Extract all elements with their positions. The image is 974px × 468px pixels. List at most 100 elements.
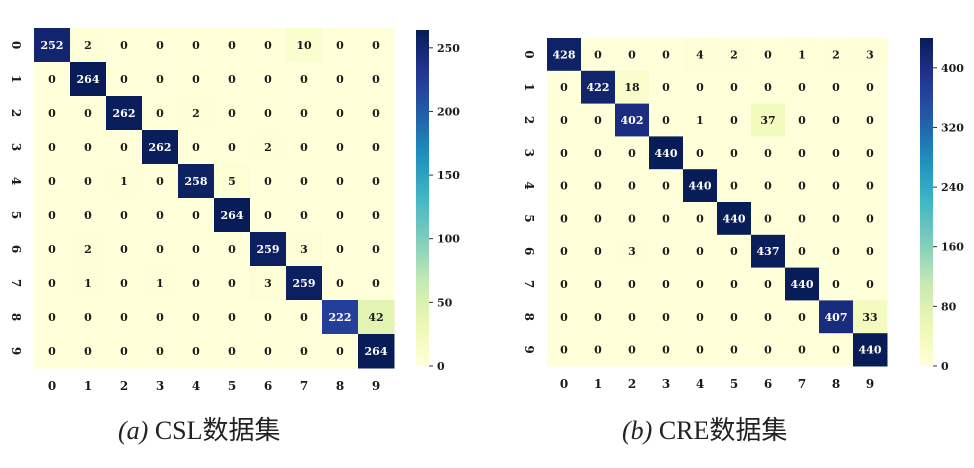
cell-r1-c7: [785, 70, 820, 105]
cell-r4-c4: [178, 164, 215, 199]
cell-label-r6-c3: 0: [156, 243, 164, 256]
cell-r6-c1: [581, 234, 616, 269]
y-tick-label-6: 6: [522, 247, 536, 255]
cell-label-r4-c1: 0: [84, 175, 92, 188]
cell-r3-c2: [106, 130, 143, 165]
cell-r7-c1: [581, 267, 616, 301]
cell-r0-c7: [286, 28, 323, 63]
cell-label-r6-c6: 259: [257, 243, 280, 256]
cell-label-r7-c6: 3: [264, 277, 272, 290]
cell-r7-c9: [358, 266, 395, 301]
cell-label-r6-c1: 0: [594, 245, 602, 258]
cell-label-r4-c3: 0: [662, 180, 670, 193]
cell-r5-c4: [683, 202, 718, 236]
cell-label-r3-c9: 0: [372, 141, 380, 154]
cell-r3-c9: [358, 130, 395, 165]
cell-label-r6-c2: 0: [120, 243, 128, 256]
cell-r8-c8: [819, 300, 854, 334]
cell-r9-c8: [322, 334, 359, 369]
cell-r1-c3: [649, 70, 684, 105]
cell-label-r2-c9: 0: [866, 114, 874, 127]
cell-r8-c4: [683, 300, 718, 334]
cell-r4-c7: [286, 164, 323, 199]
cell-r1-c0: [547, 70, 582, 105]
cell-label-r6-c0: 0: [48, 243, 56, 256]
cell-r9-c0: [547, 333, 582, 367]
cell-label-r5-c4: 0: [192, 209, 200, 222]
cell-r1-c2: [106, 62, 143, 97]
cell-label-r8-c3: 0: [156, 311, 164, 324]
cell-r2-c0: [34, 96, 71, 131]
cell-r6-c4: [178, 232, 215, 267]
cell-label-r2-c2: 402: [621, 114, 644, 127]
x-tick-label-7: 7: [798, 377, 806, 391]
colorbar-tick-label-5: 250: [437, 42, 460, 55]
cell-r5-c4: [178, 198, 215, 233]
cell-r7-c6: [250, 266, 287, 301]
x-tick-label-5: 5: [730, 377, 738, 391]
cell-r3-c7: [785, 136, 820, 170]
cell-r3-c8: [819, 136, 854, 170]
cell-label-r5-c2: 0: [628, 212, 636, 225]
cell-label-r0-c5: 0: [228, 39, 236, 52]
cell-label-r3-c7: 0: [798, 147, 806, 160]
cell-r9-c4: [683, 333, 718, 367]
cell-r7-c2: [106, 266, 143, 301]
cell-r8-c7: [286, 300, 323, 335]
cell-r1-c9: [358, 62, 395, 97]
cell-label-r5-c3: 0: [662, 212, 670, 225]
cell-label-r8-c1: 0: [594, 311, 602, 324]
cell-label-r4-c5: 5: [228, 175, 236, 188]
cell-r2-c7: [785, 103, 820, 137]
cell-label-r3-c2: 0: [120, 141, 128, 154]
cell-r8-c1: [581, 300, 616, 334]
cell-label-r3-c3: 262: [149, 141, 172, 154]
cell-r2-c6: [250, 96, 287, 131]
cell-r7-c3: [649, 267, 684, 301]
x-tick-label-2: 2: [628, 377, 636, 391]
cell-label-r5-c4: 0: [696, 212, 704, 225]
cell-r5-c0: [547, 202, 582, 236]
cell-r2-c2: [615, 103, 650, 137]
cell-label-r0-c3: 0: [662, 48, 670, 61]
cell-label-r1-c7: 0: [300, 73, 308, 86]
cell-r0-c1: [581, 38, 616, 72]
cell-label-r4-c9: 0: [866, 180, 874, 193]
cell-r1-c5: [214, 62, 251, 97]
cell-r9-c9: [853, 333, 888, 367]
cell-label-r7-c1: 0: [594, 278, 602, 291]
cell-r4-c3: [649, 169, 684, 203]
cell-label-r4-c4: 440: [689, 180, 712, 193]
cell-label-r0-c2: 0: [120, 39, 128, 52]
x-tick-label-1: 1: [594, 377, 602, 391]
cell-r8-c0: [547, 300, 582, 334]
cell-r6-c4: [683, 234, 718, 269]
cell-r6-c3: [142, 232, 179, 267]
cell-r3-c1: [70, 130, 107, 165]
cell-label-r0-c7: 1: [798, 48, 806, 61]
cell-r3-c0: [34, 130, 71, 165]
cell-label-r6-c4: 0: [192, 243, 200, 256]
cell-r0-c4: [683, 38, 718, 72]
cell-r4-c2: [106, 164, 143, 199]
cell-r6-c0: [547, 234, 582, 269]
cell-label-r6-c8: 0: [336, 243, 344, 256]
cell-label-r3-c8: 0: [832, 147, 840, 160]
cell-label-r8-c0: 0: [560, 311, 568, 324]
cell-label-r8-c1: 0: [84, 311, 92, 324]
cell-r0-c9: [358, 28, 395, 63]
cell-r5-c8: [322, 198, 359, 233]
y-tick-label-5: 5: [522, 214, 536, 222]
y-tick-label-8: 8: [9, 313, 23, 321]
cell-r0-c6: [250, 28, 287, 63]
cell-label-r8-c2: 0: [628, 311, 636, 324]
cell-r6-c6: [751, 234, 786, 269]
y-tick-label-2: 2: [522, 116, 536, 124]
cell-r8-c9: [853, 300, 888, 334]
cell-r9-c5: [717, 333, 752, 367]
cell-r2-c8: [819, 103, 854, 137]
cell-label-r6-c2: 3: [628, 245, 636, 258]
cell-label-r1-c7: 0: [798, 81, 806, 94]
y-tick-label-4: 4: [9, 177, 23, 185]
cell-r2-c3: [142, 96, 179, 131]
